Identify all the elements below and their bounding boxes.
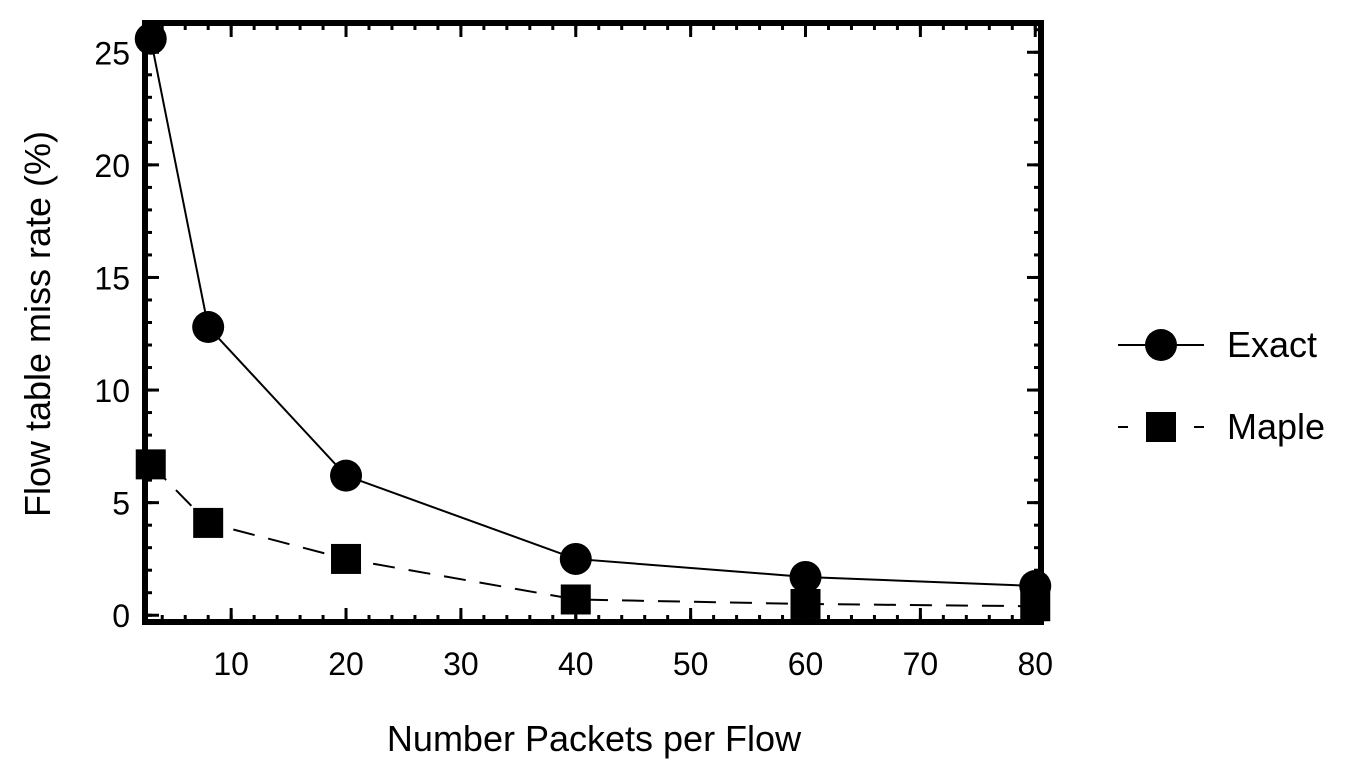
x-axis-ticks: 10 20 30 40 50 60 70 80 bbox=[213, 23, 1053, 682]
plot-frame bbox=[142, 20, 1044, 625]
data-point-maple bbox=[560, 584, 591, 615]
legend-exact-label: Exact bbox=[1227, 324, 1317, 365]
y-tick-label: 10 bbox=[94, 373, 130, 409]
y-tick-label: 20 bbox=[94, 148, 130, 184]
legend-item-maple: Maple bbox=[1118, 406, 1325, 447]
data-point-exact bbox=[559, 542, 592, 575]
y-tick-label: 0 bbox=[112, 598, 130, 634]
x-tick-label: 50 bbox=[673, 646, 709, 682]
data-point-maple bbox=[1020, 591, 1051, 622]
x-axis-title: Number Packets per Flow bbox=[387, 718, 802, 759]
legend-exact-marker bbox=[1145, 329, 1177, 361]
legend-item-exact: Exact bbox=[1118, 324, 1317, 365]
data-point-exact bbox=[789, 560, 822, 593]
data-point-maple bbox=[790, 588, 821, 619]
legend-maple-marker bbox=[1146, 412, 1176, 442]
series-line-exact bbox=[149, 38, 1036, 587]
x-tick-label: 40 bbox=[558, 646, 594, 682]
data-point-maple bbox=[193, 507, 224, 538]
x-tick-label: 10 bbox=[213, 646, 249, 682]
x-tick-label: 60 bbox=[788, 646, 824, 682]
x-tick-label: 80 bbox=[1017, 646, 1053, 682]
series-line-maple bbox=[150, 463, 1036, 608]
y-axis-ticks: 0 5 10 15 20 25 bbox=[94, 35, 1041, 634]
y-tick-label: 25 bbox=[94, 35, 130, 71]
x-tick-label: 30 bbox=[443, 646, 479, 682]
legend: Exact Maple bbox=[1118, 324, 1325, 447]
data-point-exact bbox=[330, 459, 363, 492]
data-point-exact bbox=[192, 311, 225, 344]
y-tick-label: 15 bbox=[94, 260, 130, 296]
minor-ticks bbox=[145, 23, 1041, 622]
legend-maple-label: Maple bbox=[1227, 406, 1325, 447]
y-axis-title: Flow table miss rate (%) bbox=[17, 131, 58, 517]
x-tick-label: 70 bbox=[903, 646, 939, 682]
data-point-maple bbox=[331, 543, 362, 574]
x-tick-label: 20 bbox=[328, 646, 364, 682]
data-point-exact bbox=[134, 22, 167, 55]
data-point-maple bbox=[135, 449, 166, 480]
y-tick-label: 5 bbox=[112, 486, 130, 522]
series-layer bbox=[134, 22, 1052, 622]
